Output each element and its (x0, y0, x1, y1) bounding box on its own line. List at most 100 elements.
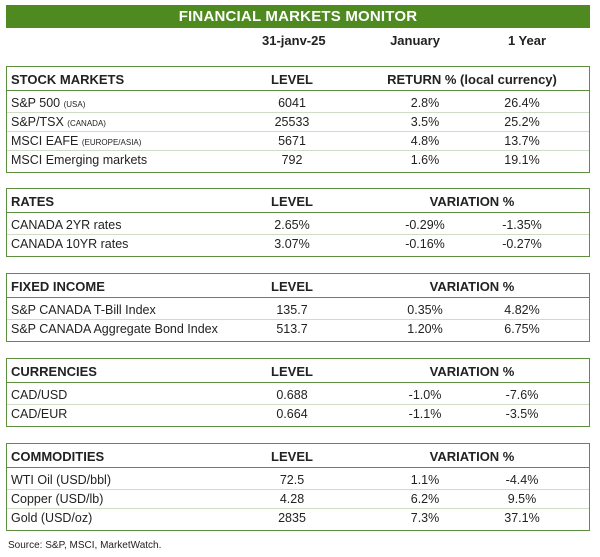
row-divider (7, 508, 589, 509)
row-level: 2835 (278, 511, 306, 525)
row-level: 6041 (278, 96, 306, 110)
row-level: 513.7 (276, 322, 308, 336)
row-1year-variation: 9.5% (507, 492, 537, 506)
row-january-variation: 0.35% (407, 303, 443, 317)
row-name: S&P CANADA T-Bill Index (11, 303, 156, 317)
row-january-return: 2.8% (410, 96, 440, 110)
row-level: 135.7 (276, 303, 308, 317)
table-row: WTI Oil (USD/bbl) 72.5 1.1% -4.4% (7, 471, 589, 490)
row-1year-variation: -1.35% (502, 218, 542, 232)
section-title: STOCK MARKETS (11, 72, 125, 87)
row-january-variation: -1.1% (408, 407, 442, 421)
row-divider (7, 234, 589, 235)
stock-markets-section: STOCK MARKETS LEVEL RETURN % (local curr… (6, 66, 590, 173)
row-january-return: 1.6% (410, 153, 440, 167)
level-column-header: LEVEL (271, 449, 313, 464)
row-level: 72.5 (279, 473, 305, 487)
table-row: S&P 500 (USA) 6041 2.8% 26.4% (7, 94, 589, 113)
commodities-header: COMMODITIES LEVEL VARIATION % (7, 446, 589, 468)
table-row: CANADA 2YR rates 2.65% -0.29% -1.35% (7, 216, 589, 235)
row-divider (7, 319, 589, 320)
stock-markets-header: STOCK MARKETS LEVEL RETURN % (local curr… (7, 69, 589, 91)
row-name: MSCI EAFE (EUROPE/ASIA) (11, 134, 142, 148)
row-level: 792 (281, 153, 303, 167)
header-divider (7, 90, 589, 91)
row-1year-return: 19.1% (504, 153, 540, 167)
row-divider (7, 131, 589, 132)
row-1year-variation: 4.82% (504, 303, 540, 317)
currencies-header: CURRENCIES LEVEL VARIATION % (7, 361, 589, 383)
row-divider (7, 150, 589, 151)
level-column-header: LEVEL (271, 364, 313, 379)
table-row: Copper (USD/lb) 4.28 6.2% 9.5% (7, 490, 589, 509)
header-divider (7, 297, 589, 298)
row-name: CAD/EUR (11, 407, 68, 421)
header-divider (7, 382, 589, 383)
row-1year-return: 25.2% (504, 115, 540, 129)
period-1year-header: 1 Year (507, 33, 547, 48)
row-level: 4.28 (279, 492, 305, 506)
currencies-section: CURRENCIES LEVEL VARIATION % CAD/USD 0.6… (6, 358, 590, 427)
row-level: 0.688 (276, 388, 308, 402)
row-name: S&P CANADA Aggregate Bond Index (11, 322, 218, 336)
row-divider (7, 489, 589, 490)
section-title: RATES (11, 194, 55, 209)
report-title: FINANCIAL MARKETS MONITOR (6, 5, 590, 28)
variation-column-header: VARIATION % (429, 449, 515, 464)
table-row: S&P/TSX (CANADA) 25533 3.5% 25.2% (7, 113, 589, 132)
row-1year-variation: 6.75% (504, 322, 540, 336)
row-1year-variation: -3.5% (505, 407, 539, 421)
header-divider (7, 467, 589, 468)
row-name: WTI Oil (USD/bbl) (11, 473, 111, 487)
region-tag: (CANADA) (67, 119, 106, 128)
region-tag: (USA) (63, 100, 86, 109)
row-1year-variation: 37.1% (504, 511, 540, 525)
table-row: CANADA 10YR rates 3.07% -0.16% -0.27% (7, 235, 589, 254)
row-january-variation: -1.0% (408, 388, 442, 402)
section-title: CURRENCIES (11, 364, 97, 379)
date-header: 31-janv-25 (262, 33, 326, 48)
level-column-header: LEVEL (271, 194, 313, 209)
row-january-variation: 1.20% (407, 322, 443, 336)
row-1year-variation: -0.27% (502, 237, 542, 251)
level-column-header: LEVEL (271, 279, 313, 294)
row-january-return: 4.8% (410, 134, 440, 148)
row-january-variation: 6.2% (410, 492, 440, 506)
row-name: Gold (USD/oz) (11, 511, 93, 525)
region-tag: (EUROPE/ASIA) (81, 138, 142, 147)
section-title: FIXED INCOME (11, 279, 105, 294)
row-level: 2.65% (274, 218, 310, 232)
row-level: 25533 (274, 115, 310, 129)
section-title: COMMODITIES (11, 449, 105, 464)
table-row: S&P CANADA Aggregate Bond Index 513.7 1.… (7, 320, 589, 339)
variation-column-header: VARIATION % (429, 364, 515, 379)
row-name: CANADA 2YR rates (11, 218, 122, 232)
row-name: Copper (USD/lb) (11, 492, 104, 506)
source-note: Source: S&P, MSCI, MarketWatch. (8, 540, 162, 551)
row-name: S&P/TSX (CANADA) (11, 115, 106, 129)
row-divider (7, 404, 589, 405)
row-1year-return: 13.7% (504, 134, 540, 148)
rates-header: RATES LEVEL VARIATION % (7, 191, 589, 213)
row-january-variation: -0.29% (405, 218, 445, 232)
row-january-variation: 1.1% (410, 473, 440, 487)
row-1year-variation: -4.4% (505, 473, 539, 487)
row-name: S&P 500 (USA) (11, 96, 86, 110)
row-name: CAD/USD (11, 388, 68, 402)
level-column-header: LEVEL (271, 72, 313, 87)
return-column-header: RETURN % (local currency) (387, 72, 557, 87)
rates-section: RATES LEVEL VARIATION % CANADA 2YR rates… (6, 188, 590, 257)
table-row: MSCI Emerging markets 792 1.6% 19.1% (7, 151, 589, 170)
header-divider (7, 212, 589, 213)
fixed-income-section: FIXED INCOME LEVEL VARIATION % S&P CANAD… (6, 273, 590, 342)
fixed-income-header: FIXED INCOME LEVEL VARIATION % (7, 276, 589, 298)
period-january-header: January (390, 33, 440, 48)
variation-column-header: VARIATION % (429, 279, 515, 294)
row-1year-return: 26.4% (504, 96, 540, 110)
table-row: MSCI EAFE (EUROPE/ASIA) 5671 4.8% 13.7% (7, 132, 589, 151)
row-january-variation: 7.3% (410, 511, 440, 525)
row-level: 3.07% (274, 237, 310, 251)
row-level: 0.664 (276, 407, 308, 421)
row-divider (7, 112, 589, 113)
table-row: CAD/USD 0.688 -1.0% -7.6% (7, 386, 589, 405)
